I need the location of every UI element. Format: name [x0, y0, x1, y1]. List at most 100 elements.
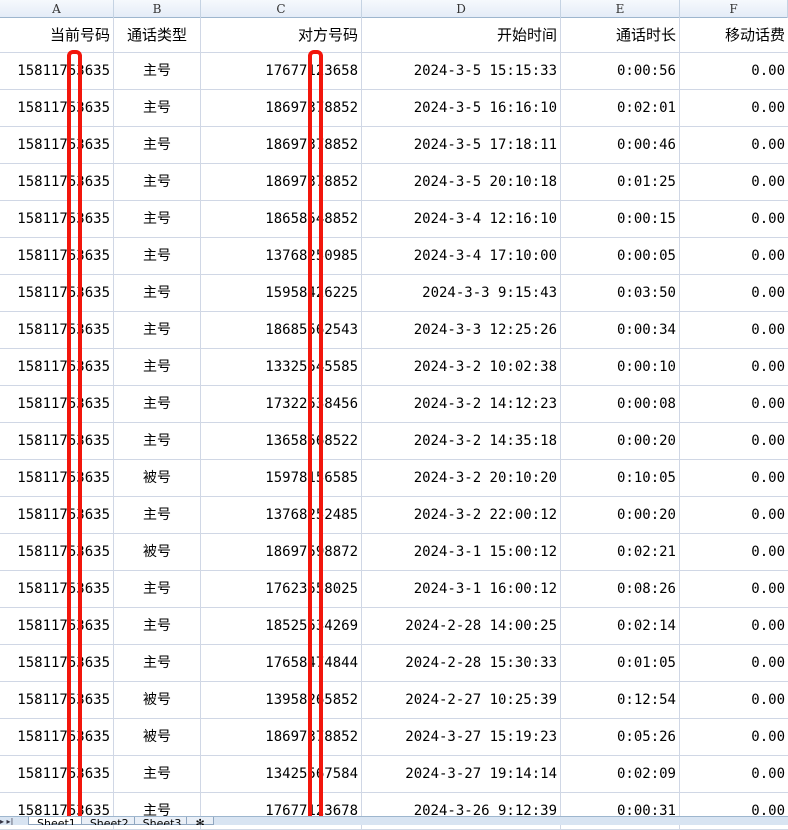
cell-b[interactable]: 被号 — [114, 534, 201, 570]
cell-c[interactable]: 18525534269 — [201, 608, 362, 644]
cell-b[interactable]: 主号 — [114, 201, 201, 237]
cell-d[interactable]: 2024-3-4 17:10:00 — [362, 238, 561, 274]
cell-c[interactable]: 17623558025 — [201, 571, 362, 607]
cell-b[interactable]: 主号 — [114, 275, 201, 311]
cell-a[interactable]: 15811753635 — [0, 127, 114, 163]
cell-a[interactable]: 15811753635 — [0, 534, 114, 570]
cell-a[interactable]: 15811753635 — [0, 460, 114, 496]
cell-d[interactable]: 2024-2-27 10:25:39 — [362, 682, 561, 718]
cell-c[interactable]: 13325545585 — [201, 349, 362, 385]
cell-c[interactable]: 17677123658 — [201, 53, 362, 89]
cell-f[interactable]: 0.00 — [751, 396, 785, 412]
cell-c[interactable]: 17658474844 — [201, 645, 362, 681]
column-header-d[interactable]: D — [362, 0, 561, 18]
cell-a[interactable]: 15811753635 — [0, 275, 114, 311]
header-cell[interactable]: 通话类型 — [114, 18, 201, 52]
cell-d[interactable]: 2024-3-1 15:00:12 — [362, 534, 561, 570]
cell-e[interactable]: 0:05:26 — [561, 719, 680, 755]
cell-d[interactable]: 2024-3-2 22:00:12 — [362, 497, 561, 533]
cell-a[interactable]: 15811753635 — [0, 312, 114, 348]
cell-b[interactable]: 主号 — [114, 571, 201, 607]
cell-a[interactable]: 15811753635 — [0, 349, 114, 385]
cell-d[interactable]: 2024-3-1 16:00:12 — [362, 571, 561, 607]
cell-d[interactable]: 2024-2-28 15:30:33 — [362, 645, 561, 681]
cell-e[interactable]: 0:00:31 — [561, 793, 680, 829]
cell-a[interactable]: 15811753635 — [0, 201, 114, 237]
cell-b[interactable]: 主号 — [114, 90, 201, 126]
cell-c[interactable]: 18697378852 — [201, 127, 362, 163]
cell-b[interactable]: 主号 — [114, 386, 201, 422]
cell-a[interactable]: 15811753635 — [0, 571, 114, 607]
cell-f[interactable]: 0.00 — [751, 137, 785, 153]
cell-a[interactable]: 15811753635 — [0, 238, 114, 274]
cell-a[interactable]: 15811753635 — [0, 645, 114, 681]
cell-c[interactable]: 15958426225 — [201, 275, 362, 311]
cell-b[interactable]: 主号 — [114, 756, 201, 792]
cell-e[interactable]: 0:10:05 — [561, 460, 680, 496]
sheet-nav-arrows-icon[interactable]: ▸ ▸| — [0, 817, 14, 825]
cell-d[interactable]: 2024-3-27 19:14:14 — [362, 756, 561, 792]
cell-c[interactable]: 15978156585 — [201, 460, 362, 496]
column-header-e[interactable]: E — [561, 0, 680, 18]
cell-a[interactable]: 15811753635 — [0, 719, 114, 755]
sheet-tab-sheet1[interactable]: Sheet1 — [28, 817, 85, 825]
cell-d[interactable]: 2024-3-2 20:10:20 — [362, 460, 561, 496]
cell-c[interactable]: 13768250985 — [201, 238, 362, 274]
cell-b[interactable]: 主号 — [114, 497, 201, 533]
cell-d[interactable]: 2024-3-5 15:15:33 — [362, 53, 561, 89]
cell-f[interactable]: 0.00 — [751, 322, 785, 338]
cell-b[interactable]: 主号 — [114, 53, 201, 89]
cell-f[interactable]: 0.00 — [751, 803, 785, 819]
cell-f[interactable]: 0.00 — [751, 692, 785, 708]
cell-b[interactable]: 主号 — [114, 793, 201, 829]
cell-b[interactable]: 被号 — [114, 460, 201, 496]
cell-a[interactable]: 15811753635 — [0, 53, 114, 89]
cell-f[interactable]: 0.00 — [751, 655, 785, 671]
cell-f[interactable]: 0.00 — [751, 211, 785, 227]
cell-e[interactable]: 0:00:20 — [561, 423, 680, 459]
cell-e[interactable]: 0:00:20 — [561, 497, 680, 533]
cell-a[interactable]: 15811753635 — [0, 608, 114, 644]
cell-f[interactable]: 0.00 — [751, 174, 785, 190]
header-cell[interactable]: 通话时长 — [561, 18, 680, 52]
cell-a[interactable]: 15811753635 — [0, 793, 114, 829]
cell-b[interactable]: 主号 — [114, 127, 201, 163]
cell-e[interactable]: 0:00:15 — [561, 201, 680, 237]
cell-b[interactable]: 被号 — [114, 682, 201, 718]
cell-d[interactable]: 2024-3-26 9:12:39 — [362, 793, 561, 829]
cell-e[interactable]: 0:08:26 — [561, 571, 680, 607]
cell-e[interactable]: 0:00:10 — [561, 349, 680, 385]
cell-d[interactable]: 2024-3-5 16:16:10 — [362, 90, 561, 126]
cell-d[interactable]: 2024-3-2 14:12:23 — [362, 386, 561, 422]
cell-e[interactable]: 0:12:54 — [561, 682, 680, 718]
cell-d[interactable]: 2024-3-3 9:15:43 — [362, 275, 561, 311]
cell-f[interactable]: 0.00 — [751, 100, 785, 116]
cell-f[interactable]: 0.00 — [751, 729, 785, 745]
add-sheet-icon[interactable]: ✻ — [186, 817, 214, 825]
header-cell[interactable]: 当前号码 — [0, 18, 114, 52]
cell-a[interactable]: 15811753635 — [0, 164, 114, 200]
cell-c[interactable]: 17322538456 — [201, 386, 362, 422]
cell-b[interactable]: 主号 — [114, 164, 201, 200]
cell-c[interactable]: 18697378852 — [201, 719, 362, 755]
cell-f[interactable]: 0.00 — [751, 359, 785, 375]
column-header-f[interactable]: F — [680, 0, 788, 18]
cell-e[interactable]: 0:02:14 — [561, 608, 680, 644]
cell-c[interactable]: 18658548852 — [201, 201, 362, 237]
cell-e[interactable]: 0:00:56 — [561, 53, 680, 89]
cell-c[interactable]: 13425567584 — [201, 756, 362, 792]
cell-e[interactable]: 0:00:05 — [561, 238, 680, 274]
cell-c[interactable]: 13958265852 — [201, 682, 362, 718]
cell-e[interactable]: 0:01:25 — [561, 164, 680, 200]
cell-b[interactable]: 主号 — [114, 238, 201, 274]
cell-b[interactable]: 主号 — [114, 349, 201, 385]
cell-d[interactable]: 2024-3-2 14:35:18 — [362, 423, 561, 459]
cell-c[interactable]: 18697378852 — [201, 90, 362, 126]
column-header-b[interactable]: B — [114, 0, 201, 18]
cell-d[interactable]: 2024-3-27 15:19:23 — [362, 719, 561, 755]
cell-f[interactable]: 0.00 — [751, 618, 785, 634]
cell-c[interactable]: 13768252485 — [201, 497, 362, 533]
column-header-a[interactable]: A — [0, 0, 114, 18]
cell-e[interactable]: 0:03:50 — [561, 275, 680, 311]
cell-a[interactable]: 15811753635 — [0, 423, 114, 459]
